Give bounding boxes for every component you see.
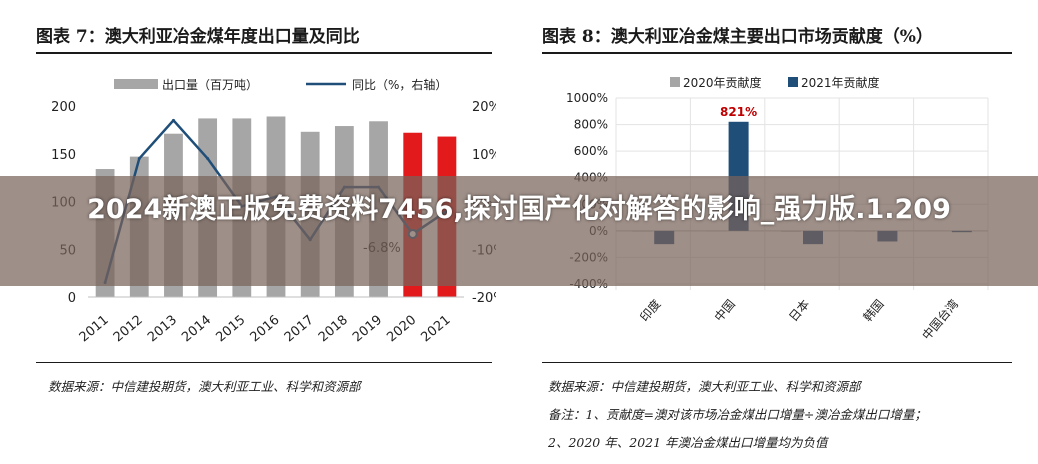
banner-headline: 2024新澳正版免费资料7456,探讨国产化对解答的影响_强力版.1.209 (87, 194, 951, 225)
legend-label-yoy: 同比（%，右轴） (352, 77, 447, 92)
x-tick-label: 2017 (282, 313, 317, 346)
x-tick-label: 2013 (145, 313, 180, 346)
left-title-rule (36, 52, 492, 54)
y-left-tick-label: 0 (68, 291, 76, 306)
x-tick-label: 2014 (179, 313, 214, 346)
legend-swatch-export-volume (114, 79, 158, 89)
left-source-note: 数据来源：中信建投期货，澳大利亚工业、科学和资源部 (48, 379, 361, 394)
right-title-rule (542, 52, 1012, 54)
right-source-note: 数据来源：中信建投期货，澳大利亚工业、科学和资源部 (548, 379, 861, 394)
legend-label-export-volume: 出口量（百万吨） (162, 78, 258, 92)
y-tick-label: 1000% (566, 91, 608, 105)
y-right-tick-label: -20% (472, 291, 496, 306)
x-tick-label: 中国 (711, 296, 738, 324)
legend-swatch-2020 (670, 77, 680, 87)
y-right-tick-label: 20% (472, 100, 496, 115)
x-tick-label: 韩国 (860, 296, 887, 324)
x-tick-label: 中国台湾 (919, 296, 961, 342)
point-yoy-2014 (206, 157, 210, 161)
x-tick-label: 2016 (248, 313, 283, 346)
y-tick-label: 800% (574, 118, 608, 132)
x-tick-label: 日本 (786, 297, 812, 324)
y-tick-label: 600% (574, 144, 608, 158)
right-chart-title: 图表 8：澳大利亚冶金煤主要出口市场贡献度（%） (542, 27, 933, 47)
y-right-tick-label: 10% (472, 148, 496, 163)
point-yoy-2012 (137, 157, 141, 161)
right-source-rule (542, 362, 1012, 363)
left-source-rule (36, 362, 492, 363)
watermark-banner (0, 176, 1038, 286)
annotation-china-label: 821% (720, 105, 757, 119)
x-tick-label: 2019 (350, 313, 385, 346)
legend-label-2020: 2020年贡献度 (683, 75, 762, 90)
x-tick-label: 2015 (213, 313, 248, 346)
legend-label-2021: 2021年贡献度 (801, 75, 880, 90)
legend-swatch-2021 (788, 77, 798, 87)
x-tick-label: 2020 (384, 313, 419, 346)
x-tick-label: 2011 (77, 313, 112, 346)
point-yoy-2013 (171, 118, 175, 122)
right-remark-1: 备注：1、贡献度=澳对该市场冶金煤出口增量÷澳冶金煤出口增量； (548, 407, 927, 422)
x-tick-label: 印度 (637, 296, 664, 324)
x-tick-label: 2018 (316, 313, 351, 346)
y-left-tick-label: 150 (51, 148, 76, 163)
right-remark-2: 2、2020 年、2021 年澳冶金煤出口增量均为负值 (548, 435, 828, 450)
x-tick-label: 2012 (111, 313, 146, 346)
left-chart-title: 图表 7：澳大利亚冶金煤年度出口量及同比 (36, 27, 360, 47)
x-tick-label: 2021 (418, 313, 453, 346)
y-left-tick-label: 200 (51, 100, 76, 115)
